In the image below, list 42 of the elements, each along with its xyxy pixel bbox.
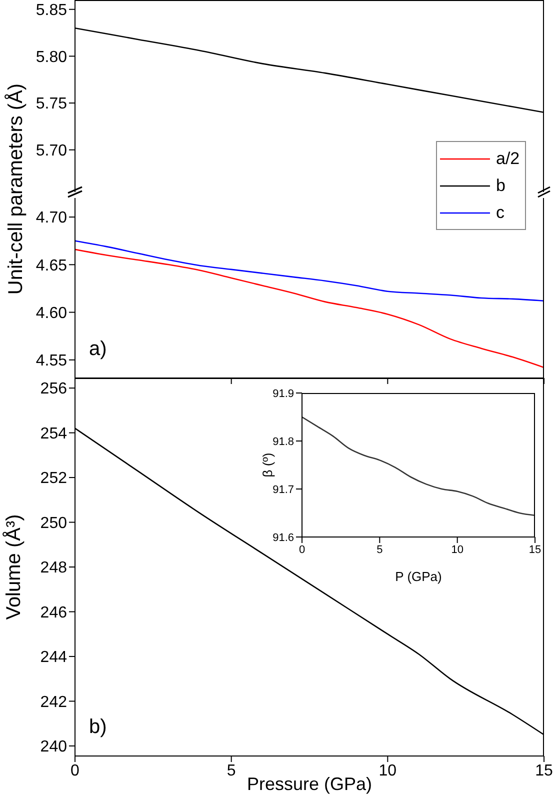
y-tick-label: 240 — [40, 738, 68, 756]
y-tick-label: 252 — [40, 470, 68, 488]
y-tick-label: 244 — [40, 649, 68, 666]
y-axis-title: β (º) — [260, 452, 275, 478]
x-tick-label: 5 — [226, 762, 236, 780]
y-tick-label: 5.80 — [36, 48, 68, 66]
x-axis-title: P (GPa) — [395, 569, 442, 584]
y-tick-label: 254 — [40, 425, 68, 442]
y-tick-label: 5.70 — [36, 142, 68, 160]
y-tick-label: 4.70 — [36, 210, 68, 227]
x-tick-label: 15 — [535, 762, 553, 780]
x-tick-label: 0 — [70, 762, 80, 780]
x-tick-label: 10 — [378, 762, 397, 780]
y-tick-label: 5.75 — [36, 96, 68, 113]
line-series — [75, 240, 544, 302]
y-axis-title: Unit-cell parameters (Å) — [4, 83, 27, 295]
y-tick-label: 4.55 — [36, 352, 68, 370]
x-tick-label: 0 — [298, 544, 306, 556]
y-tick-label: 4.60 — [36, 304, 68, 322]
y-tick-label: 91.7 — [272, 484, 294, 496]
y-tick-label: 242 — [40, 694, 68, 711]
y-tick-label: 250 — [40, 514, 68, 532]
y-tick-label: 91.9 — [272, 388, 294, 400]
y-tick-label: 248 — [40, 560, 68, 577]
annotation: a) — [89, 338, 107, 361]
line-series — [302, 416, 535, 516]
legend-label: c — [496, 202, 504, 222]
y-tick-label: 256 — [40, 380, 68, 398]
y-tick-label: 4.65 — [36, 257, 68, 274]
y-tick-label: 5.85 — [36, 2, 68, 20]
annotation: b) — [89, 716, 107, 739]
y-tick-label: 91.6 — [272, 532, 294, 544]
y-axis-title: Volume (Å³) — [2, 514, 25, 620]
line-series — [75, 248, 544, 368]
legend-label: a/2 — [496, 148, 520, 168]
x-axis-title: Pressure (GPa) — [246, 774, 372, 794]
x-tick-label: 10 — [451, 544, 464, 556]
x-tick-label: 5 — [376, 544, 383, 556]
legend-label: b — [496, 176, 506, 196]
y-tick-label: 91.8 — [272, 436, 294, 448]
x-tick-label: 15 — [528, 544, 542, 556]
y-tick-label: 246 — [40, 604, 68, 622]
